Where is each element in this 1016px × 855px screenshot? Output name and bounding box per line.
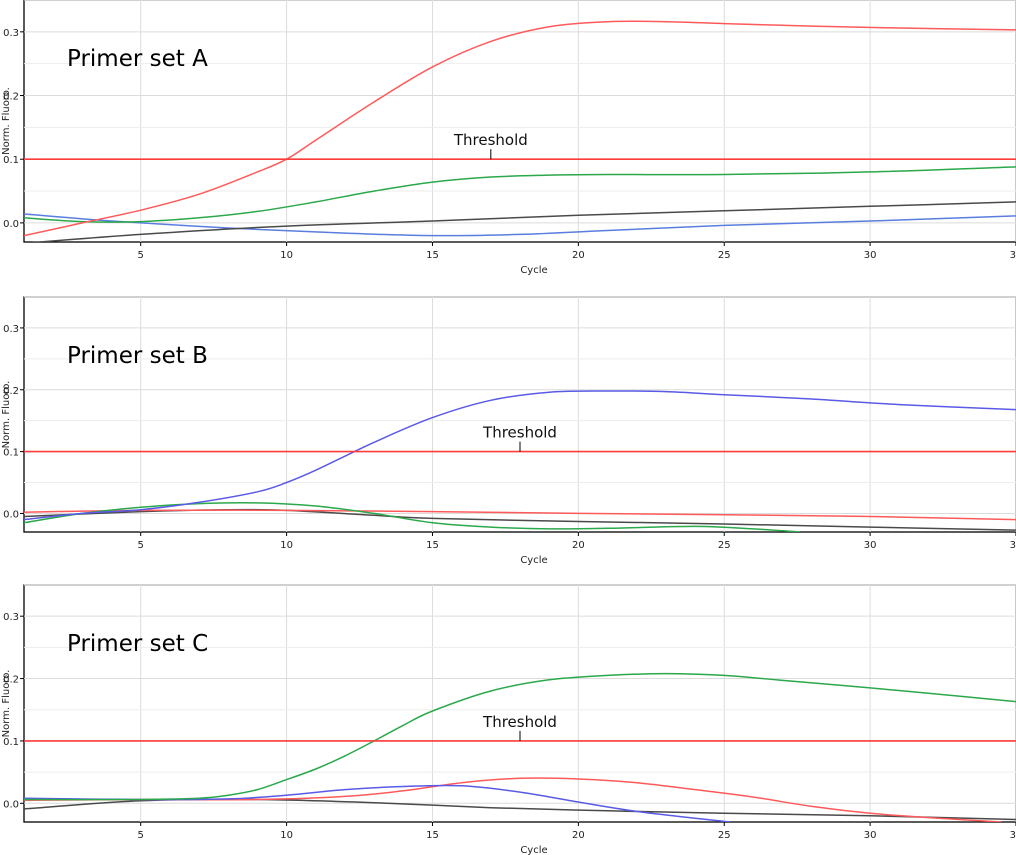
x-tick-label: 5 (138, 540, 144, 551)
threshold-label: Threshold (482, 424, 557, 442)
x-tick-label: 15 (426, 540, 439, 551)
y-axis-label: Norm. Fluoro. (1, 87, 12, 155)
panel-title: Primer set C (67, 631, 208, 657)
x-tick-label: 35 (1010, 250, 1016, 261)
series-line-3 (24, 509, 1016, 521)
y-axis-label: Norm. Fluoro. (1, 381, 12, 449)
x-tick-label: 15 (426, 250, 439, 261)
x-tick-label: 30 (864, 830, 877, 841)
plot-area (23, 584, 1016, 823)
series-line-2 (24, 501, 801, 532)
x-tick-label: 10 (280, 830, 293, 841)
x-tick-label: 5 (138, 830, 144, 841)
y-tick-label: 0.2 (3, 92, 19, 103)
x-axis-label: Cycle (520, 845, 547, 855)
x-tick-label: 30 (864, 250, 877, 261)
series-line-1 (24, 20, 1016, 237)
x-axis-label: Cycle (520, 555, 547, 566)
y-tick-label: 0.2 (3, 675, 19, 686)
series-group (24, 390, 1016, 532)
x-tick-label: 25 (718, 250, 731, 261)
x-tick-label: 30 (864, 540, 877, 551)
series-line-4 (24, 213, 1016, 237)
x-tick-label: 35 (1010, 830, 1016, 841)
x-tick-label: 15 (426, 830, 439, 841)
y-tick-label: 0.0 (3, 219, 19, 230)
y-tick-label: 0.1 (3, 155, 19, 166)
y-tick-label: 0.3 (3, 28, 19, 39)
series-line-2 (24, 784, 731, 822)
x-tick-label: 10 (280, 250, 293, 261)
chart-panel-1: 5 10 15 20 25 30 35 0.0 0.1 0.2 0.3 Cycle Norm. Fluo… (1, 0, 1016, 276)
x-tick-label: 20 (572, 540, 585, 551)
threshold-label: Threshold (482, 713, 557, 731)
series-line-3 (30, 201, 1016, 242)
series-line-1 (24, 672, 1016, 801)
y-tick-label: 0.0 (3, 799, 19, 810)
y-tick-label: 0.1 (3, 737, 19, 748)
plot-area (23, 0, 1016, 243)
chart-panel-2: 5 10 15 20 25 30 35 0.0 0.1 0.2 0.3 Cycle Norm. Fluo… (1, 296, 1016, 566)
series-group (24, 672, 1016, 822)
y-tick-label: 0.3 (3, 612, 19, 623)
x-tick-label: 5 (138, 250, 144, 261)
panel-title: Primer set A (67, 46, 208, 72)
series-line-3 (24, 777, 1002, 822)
y-axis-label: Norm. Fluoro. (1, 670, 12, 738)
x-axis-label: Cycle (520, 265, 547, 276)
x-tick-label: 35 (1010, 540, 1016, 551)
series-line-1 (24, 390, 1016, 521)
series-line-2 (24, 166, 1016, 223)
y-tick-label: 0.2 (3, 386, 19, 397)
x-tick-label: 25 (718, 540, 731, 551)
x-tick-label: 25 (718, 830, 731, 841)
chart-panel-3: 5 10 15 20 25 30 35 0.0 0.1 0.2 0.3 Cycle Norm. Fluo… (1, 584, 1016, 855)
y-tick-label: 0.3 (3, 324, 19, 335)
y-tick-label: 0.1 (3, 448, 19, 459)
threshold-label: Threshold (453, 131, 528, 149)
x-tick-label: 20 (572, 250, 585, 261)
panel-title: Primer set B (67, 343, 208, 369)
x-tick-label: 10 (280, 540, 293, 551)
series-group (24, 20, 1016, 242)
x-tick-label: 20 (572, 830, 585, 841)
y-tick-label: 0.0 (3, 509, 19, 520)
plot-area (23, 296, 1016, 533)
